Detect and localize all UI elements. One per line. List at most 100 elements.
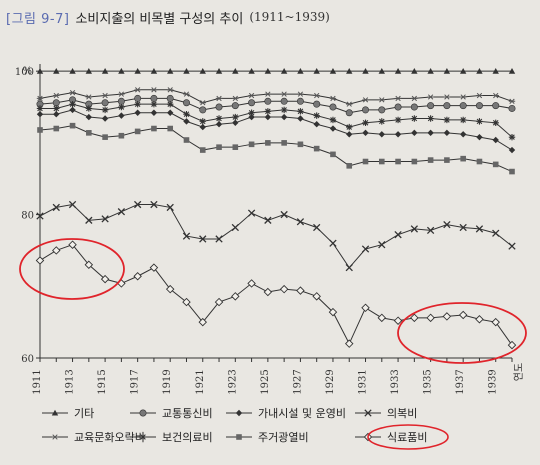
data-point bbox=[476, 92, 483, 99]
legend-item: 주거광열비 bbox=[226, 431, 309, 444]
data-point bbox=[150, 94, 158, 102]
data-point bbox=[248, 109, 255, 116]
data-point bbox=[394, 95, 402, 102]
data-point bbox=[394, 103, 402, 111]
x-tick-label: 1923 bbox=[227, 369, 238, 394]
data-point bbox=[329, 103, 337, 111]
data-point bbox=[329, 116, 337, 124]
data-point bbox=[394, 131, 402, 138]
data-point bbox=[362, 119, 369, 126]
data-point bbox=[231, 223, 239, 232]
data-point bbox=[297, 141, 304, 148]
legend-item: 교육문화오락비 bbox=[42, 431, 145, 444]
data-point bbox=[492, 161, 499, 168]
data-point bbox=[378, 158, 385, 165]
data-point bbox=[427, 115, 434, 122]
data-point bbox=[378, 118, 385, 125]
data-point bbox=[182, 297, 191, 307]
data-point bbox=[52, 99, 60, 107]
data-point bbox=[69, 106, 76, 114]
data-point bbox=[53, 110, 60, 118]
data-point bbox=[134, 87, 141, 93]
x-tick-label: 1917 bbox=[130, 369, 141, 394]
data-point bbox=[280, 91, 288, 97]
data-point bbox=[150, 87, 158, 93]
x-tick-label: 1921 bbox=[195, 369, 206, 394]
legend-item: 식료품비 bbox=[355, 431, 427, 444]
data-point bbox=[492, 102, 500, 110]
data-point bbox=[508, 67, 516, 74]
data-point bbox=[443, 102, 451, 110]
data-point bbox=[508, 98, 516, 104]
data-point bbox=[183, 91, 190, 97]
data-point bbox=[476, 133, 483, 141]
data-point bbox=[52, 203, 60, 212]
data-point bbox=[53, 105, 60, 112]
data-point bbox=[118, 103, 125, 111]
data-point bbox=[232, 67, 239, 74]
x-tick-label: 1937 bbox=[455, 369, 466, 394]
series-6 bbox=[36, 200, 516, 272]
series-3 bbox=[36, 100, 516, 141]
data-point bbox=[183, 67, 190, 74]
data-point bbox=[508, 146, 516, 154]
data-point bbox=[346, 131, 353, 138]
data-point bbox=[264, 113, 272, 121]
data-point bbox=[378, 131, 385, 138]
data-point bbox=[459, 223, 467, 232]
data-point bbox=[279, 284, 289, 294]
data-point bbox=[215, 67, 223, 74]
data-point bbox=[151, 125, 157, 132]
data-point bbox=[492, 119, 499, 126]
data-point bbox=[117, 97, 125, 105]
data-point bbox=[362, 106, 370, 114]
data-point bbox=[329, 95, 337, 102]
data-point bbox=[459, 67, 467, 74]
data-point bbox=[101, 215, 109, 223]
data-point bbox=[134, 128, 141, 135]
data-point bbox=[362, 97, 369, 103]
data-point bbox=[394, 116, 402, 124]
data-point bbox=[444, 157, 450, 163]
data-point bbox=[232, 144, 239, 150]
data-point bbox=[53, 125, 60, 132]
data-point bbox=[427, 94, 434, 100]
data-point bbox=[118, 91, 125, 97]
data-point bbox=[329, 125, 337, 132]
data-point bbox=[394, 67, 402, 74]
data-point bbox=[199, 106, 207, 114]
data-point bbox=[69, 100, 76, 108]
figure-years: (1911~1939) bbox=[249, 10, 330, 24]
data-point bbox=[264, 97, 272, 105]
series-4 bbox=[36, 106, 516, 154]
legend-swatch-marker bbox=[51, 434, 59, 440]
legend-label: 의복비 bbox=[387, 407, 417, 420]
data-point bbox=[118, 132, 125, 139]
data-point bbox=[475, 225, 484, 233]
data-point bbox=[280, 67, 288, 74]
data-point bbox=[183, 137, 190, 143]
legend-swatch-marker bbox=[235, 409, 243, 417]
data-point bbox=[36, 110, 44, 118]
data-point bbox=[459, 116, 467, 124]
data-point bbox=[329, 239, 337, 247]
x-tick-label: 1929 bbox=[325, 369, 336, 394]
data-point bbox=[361, 245, 370, 253]
data-point bbox=[133, 272, 142, 281]
data-point bbox=[281, 140, 287, 146]
data-point bbox=[85, 94, 93, 100]
data-point bbox=[247, 209, 256, 217]
data-point bbox=[53, 92, 60, 99]
series-line bbox=[39, 204, 513, 269]
data-point bbox=[53, 67, 60, 74]
data-point bbox=[232, 119, 239, 126]
series-5 bbox=[37, 122, 515, 175]
data-point bbox=[101, 67, 109, 74]
data-point bbox=[410, 103, 418, 111]
legend-swatch-marker bbox=[139, 409, 147, 417]
data-point bbox=[35, 256, 45, 265]
data-point bbox=[443, 129, 451, 137]
data-point bbox=[214, 297, 224, 307]
data-point bbox=[248, 92, 255, 99]
